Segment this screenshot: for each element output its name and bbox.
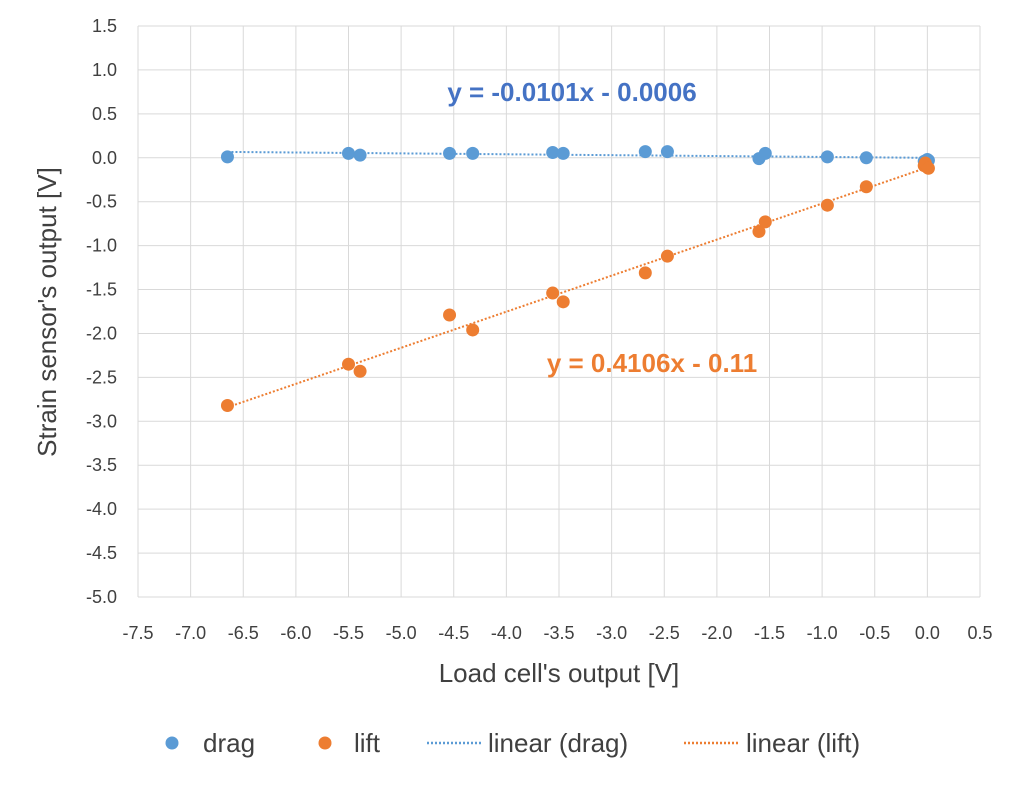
point-drag (220, 150, 234, 164)
y-tick-label: 1.0 (92, 60, 117, 80)
point-drag (353, 148, 367, 162)
x-tick-label: 0.5 (967, 623, 992, 643)
x-tick-label: -4.5 (438, 623, 469, 643)
y-tick-label: -2.0 (86, 323, 117, 343)
x-tick-label: 0.0 (915, 623, 940, 643)
point-lift (220, 398, 234, 412)
x-tick-label: -5.0 (386, 623, 417, 643)
trendline-linear-lift (227, 166, 929, 409)
x-tick-label: -3.5 (543, 623, 574, 643)
x-tick-label: -7.0 (175, 623, 206, 643)
point-drag (466, 146, 480, 160)
legend-marker-lift (318, 736, 332, 750)
legend-marker-drag (165, 736, 179, 750)
point-lift (342, 357, 355, 371)
point-lift (556, 295, 570, 309)
y-tick-label: 1.5 (92, 16, 117, 36)
x-tick-label: -6.0 (280, 623, 311, 643)
y-tick-label: -2.5 (86, 367, 117, 387)
x-tick-label: -3.0 (596, 623, 627, 643)
x-tick-label: -4.0 (491, 623, 522, 643)
legend-label-linear-lift: linear (lift) (746, 728, 860, 758)
x-tick-label: -7.5 (122, 623, 153, 643)
point-drag (820, 150, 834, 164)
point-drag (638, 145, 652, 159)
x-tick-label: -1.0 (807, 623, 838, 643)
y-axis-title: Strain sensor's output [V] (32, 167, 62, 457)
point-lift (820, 198, 834, 212)
y-tick-label: 0.0 (92, 148, 117, 168)
point-lift (758, 215, 772, 229)
y-tick-label: -1.0 (86, 236, 117, 256)
trendline-equation-drag: y = -0.0101x - 0.0006 (447, 77, 696, 107)
point-lift (921, 161, 935, 175)
legend-label-drag: drag (203, 728, 255, 758)
x-tick-labels: -7.5 -7.0 -6.5 -6.0 -5.5 -5.0 -4.5 -4.0 -3.5 -3.0… (122, 623, 992, 643)
point-lift (660, 249, 674, 263)
data-points (220, 145, 935, 412)
point-drag (859, 151, 873, 165)
y-tick-label: -3.0 (86, 411, 117, 431)
legend: drag lift linear (drag) linear (lift) (165, 728, 860, 758)
x-tick-label: -5.5 (333, 623, 364, 643)
y-tick-label: -4.0 (86, 499, 117, 519)
x-axis-title: Load cell's output [V] (439, 658, 680, 688)
x-tick-label: -2.5 (649, 623, 680, 643)
y-tick-label: -3.5 (86, 455, 117, 475)
point-drag (546, 145, 560, 159)
point-drag (443, 146, 457, 160)
point-drag (342, 146, 355, 160)
point-lift (443, 308, 457, 322)
point-lift (752, 225, 766, 239)
y-tick-labels: -5.0 -4.5 -4.0 -3.5 -3.0 -2.5 -2.0 -1.5 -1.0 -0.5… (86, 16, 117, 607)
point-drag (660, 145, 674, 159)
point-lift (638, 266, 652, 280)
legend-label-linear-drag: linear (drag) (488, 728, 628, 758)
point-lift (466, 323, 480, 337)
x-tick-label: -1.5 (754, 623, 785, 643)
point-drag (556, 146, 570, 160)
point-lift (859, 180, 873, 194)
y-tick-label: -5.0 (86, 587, 117, 607)
y-tick-label: -4.5 (86, 543, 117, 563)
y-tick-label: -0.5 (86, 192, 117, 212)
x-tick-label: -6.5 (228, 623, 259, 643)
point-drag (758, 146, 772, 160)
trendline-equation-lift: y = 0.4106x - 0.11 (547, 348, 757, 378)
y-tick-label: 0.5 (92, 104, 117, 124)
y-tick-label: -1.5 (86, 280, 117, 300)
point-lift (353, 364, 367, 378)
x-tick-label: -2.0 (701, 623, 732, 643)
x-tick-label: -0.5 (859, 623, 890, 643)
legend-label-lift: lift (354, 728, 381, 758)
point-lift (546, 286, 560, 300)
